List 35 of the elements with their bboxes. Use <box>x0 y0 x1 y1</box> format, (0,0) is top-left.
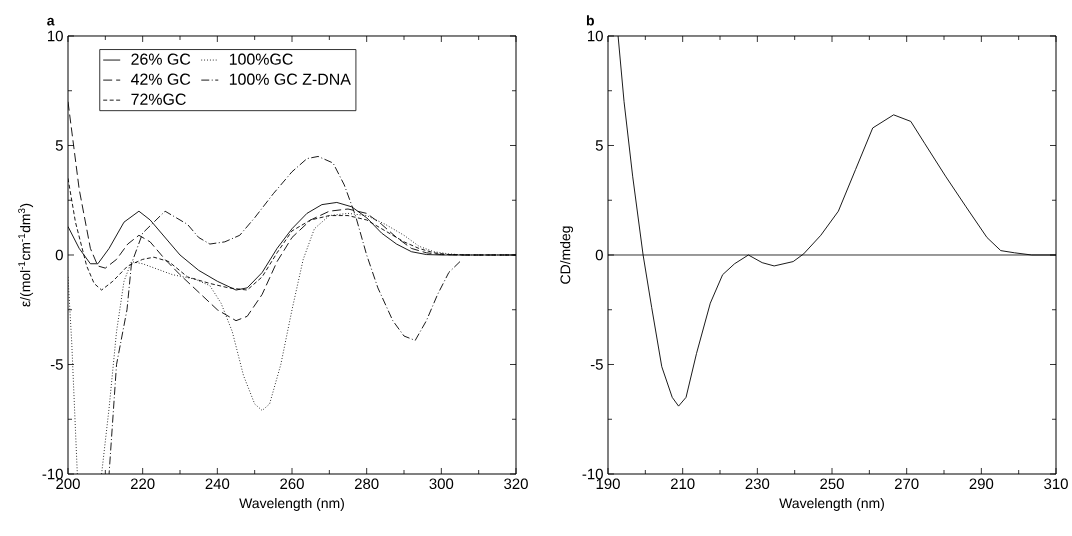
x-tick-label: 270 <box>894 478 919 490</box>
y-tick-label: 10 <box>48 30 63 42</box>
y-tick-label: -10 <box>42 468 63 480</box>
x-tick-label: 200 <box>56 478 80 490</box>
y-tick-label: 0 <box>595 249 603 261</box>
y-tick-label: -5 <box>590 359 603 370</box>
x-axis-title: Wavelength (nm) <box>239 497 344 511</box>
legend-label: 72%GC <box>131 93 186 105</box>
y-tick-label: 5 <box>595 140 603 151</box>
x-tick-label: 310 <box>1044 478 1068 490</box>
x-tick-label: 320 <box>504 478 528 490</box>
chart-title: b <box>586 15 594 26</box>
x-axis-title: Wavelength (nm) <box>779 497 884 511</box>
y-axis-title: ε/(mol$^{-1}$cm$^{-1}$dm$^{3}$) <box>18 203 34 307</box>
x-tick-label: 230 <box>745 478 770 490</box>
y-tick-label: 10 <box>588 30 603 42</box>
x-tick-label: 300 <box>429 478 454 490</box>
x-tick-label: 250 <box>820 478 844 490</box>
chart-title: a <box>47 17 55 26</box>
y-tick-label: -10 <box>582 468 603 480</box>
x-tick-label: 260 <box>280 478 304 490</box>
x-tick-label: 280 <box>354 478 379 490</box>
y-tick-label: 5 <box>55 140 63 151</box>
legend-label: 100% GC Z-DNA <box>229 73 351 85</box>
legend-label: 100%GC <box>229 53 293 65</box>
legend-label: 42% GC <box>130 73 191 85</box>
legend-label: 26% GC <box>131 53 191 65</box>
y-tick-label: 0 <box>55 249 63 261</box>
x-tick-label: 210 <box>670 478 695 490</box>
x-tick-label: 240 <box>205 478 230 490</box>
x-tick-label: 290 <box>969 478 994 490</box>
x-tick-label: 190 <box>596 478 620 490</box>
y-tick-label: -5 <box>50 359 63 370</box>
y-axis-title: CD/mdeg <box>560 226 574 284</box>
x-tick-label: 220 <box>130 478 155 490</box>
